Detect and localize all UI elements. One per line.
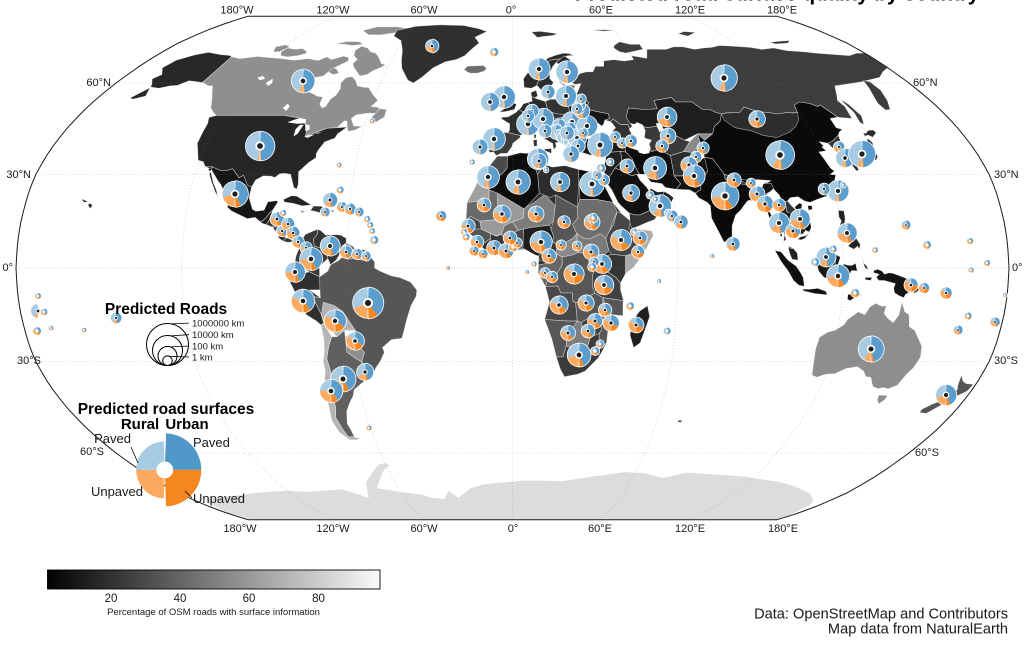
svg-text:60°N: 60°N [86,77,111,89]
svg-text:1 km: 1 km [192,352,213,363]
svg-text:Unpaved: Unpaved [91,484,143,499]
svg-text:10000 km: 10000 km [192,330,234,341]
svg-text:Predicted Roads: Predicted Roads [105,301,227,318]
svg-text:30°S: 30°S [994,355,1018,367]
svg-text:Percentage of OSM roads with s: Percentage of OSM roads with surface inf… [107,607,320,618]
svg-text:Map data from NaturalEarth: Map data from NaturalEarth [828,622,1008,638]
svg-text:Unpaved: Unpaved [193,491,245,506]
svg-text:120°E: 120°E [675,5,705,17]
svg-text:180°E: 180°E [768,523,798,535]
svg-text:30°N: 30°N [6,169,31,181]
svg-text:Predicted road surface quality: Predicted road surface quality by countr… [575,0,980,6]
svg-text:0°: 0° [506,5,517,17]
svg-text:60°S: 60°S [80,446,104,458]
svg-text:30°S: 30°S [17,355,41,367]
svg-text:60°W: 60°W [410,523,438,535]
svg-text:0°: 0° [2,262,13,274]
svg-text:Data: OpenStreetMap and Contri: Data: OpenStreetMap and Contributors [754,607,1008,623]
svg-text:180°W: 180°W [220,5,254,17]
svg-text:Paved: Paved [94,431,131,446]
svg-text:Urban: Urban [165,416,208,433]
svg-text:60°E: 60°E [588,523,612,535]
svg-text:Paved: Paved [193,435,230,450]
svg-text:Rural: Rural [121,416,159,433]
svg-text:180°E: 180°E [767,5,797,17]
svg-text:40: 40 [174,593,187,605]
svg-text:120°W: 120°W [316,5,350,17]
svg-text:60°N: 60°N [913,77,938,89]
svg-text:60: 60 [243,593,256,605]
svg-text:Predicted road surfaces: Predicted road surfaces [78,401,255,418]
svg-text:60°W: 60°W [410,5,438,17]
svg-text:0°: 0° [1012,262,1023,274]
svg-text:80: 80 [312,593,325,605]
svg-text:180°W: 180°W [223,523,257,535]
svg-text:1000000 km: 1000000 km [192,318,244,329]
svg-text:60°S: 60°S [915,447,939,459]
svg-text:120°E: 120°E [675,523,705,535]
svg-text:120°W: 120°W [316,523,350,535]
svg-text:60°E: 60°E [589,5,613,17]
svg-text:100 km: 100 km [192,341,223,352]
svg-text:30°N: 30°N [994,169,1019,181]
svg-text:20: 20 [105,593,118,605]
svg-text:0°: 0° [508,523,519,535]
